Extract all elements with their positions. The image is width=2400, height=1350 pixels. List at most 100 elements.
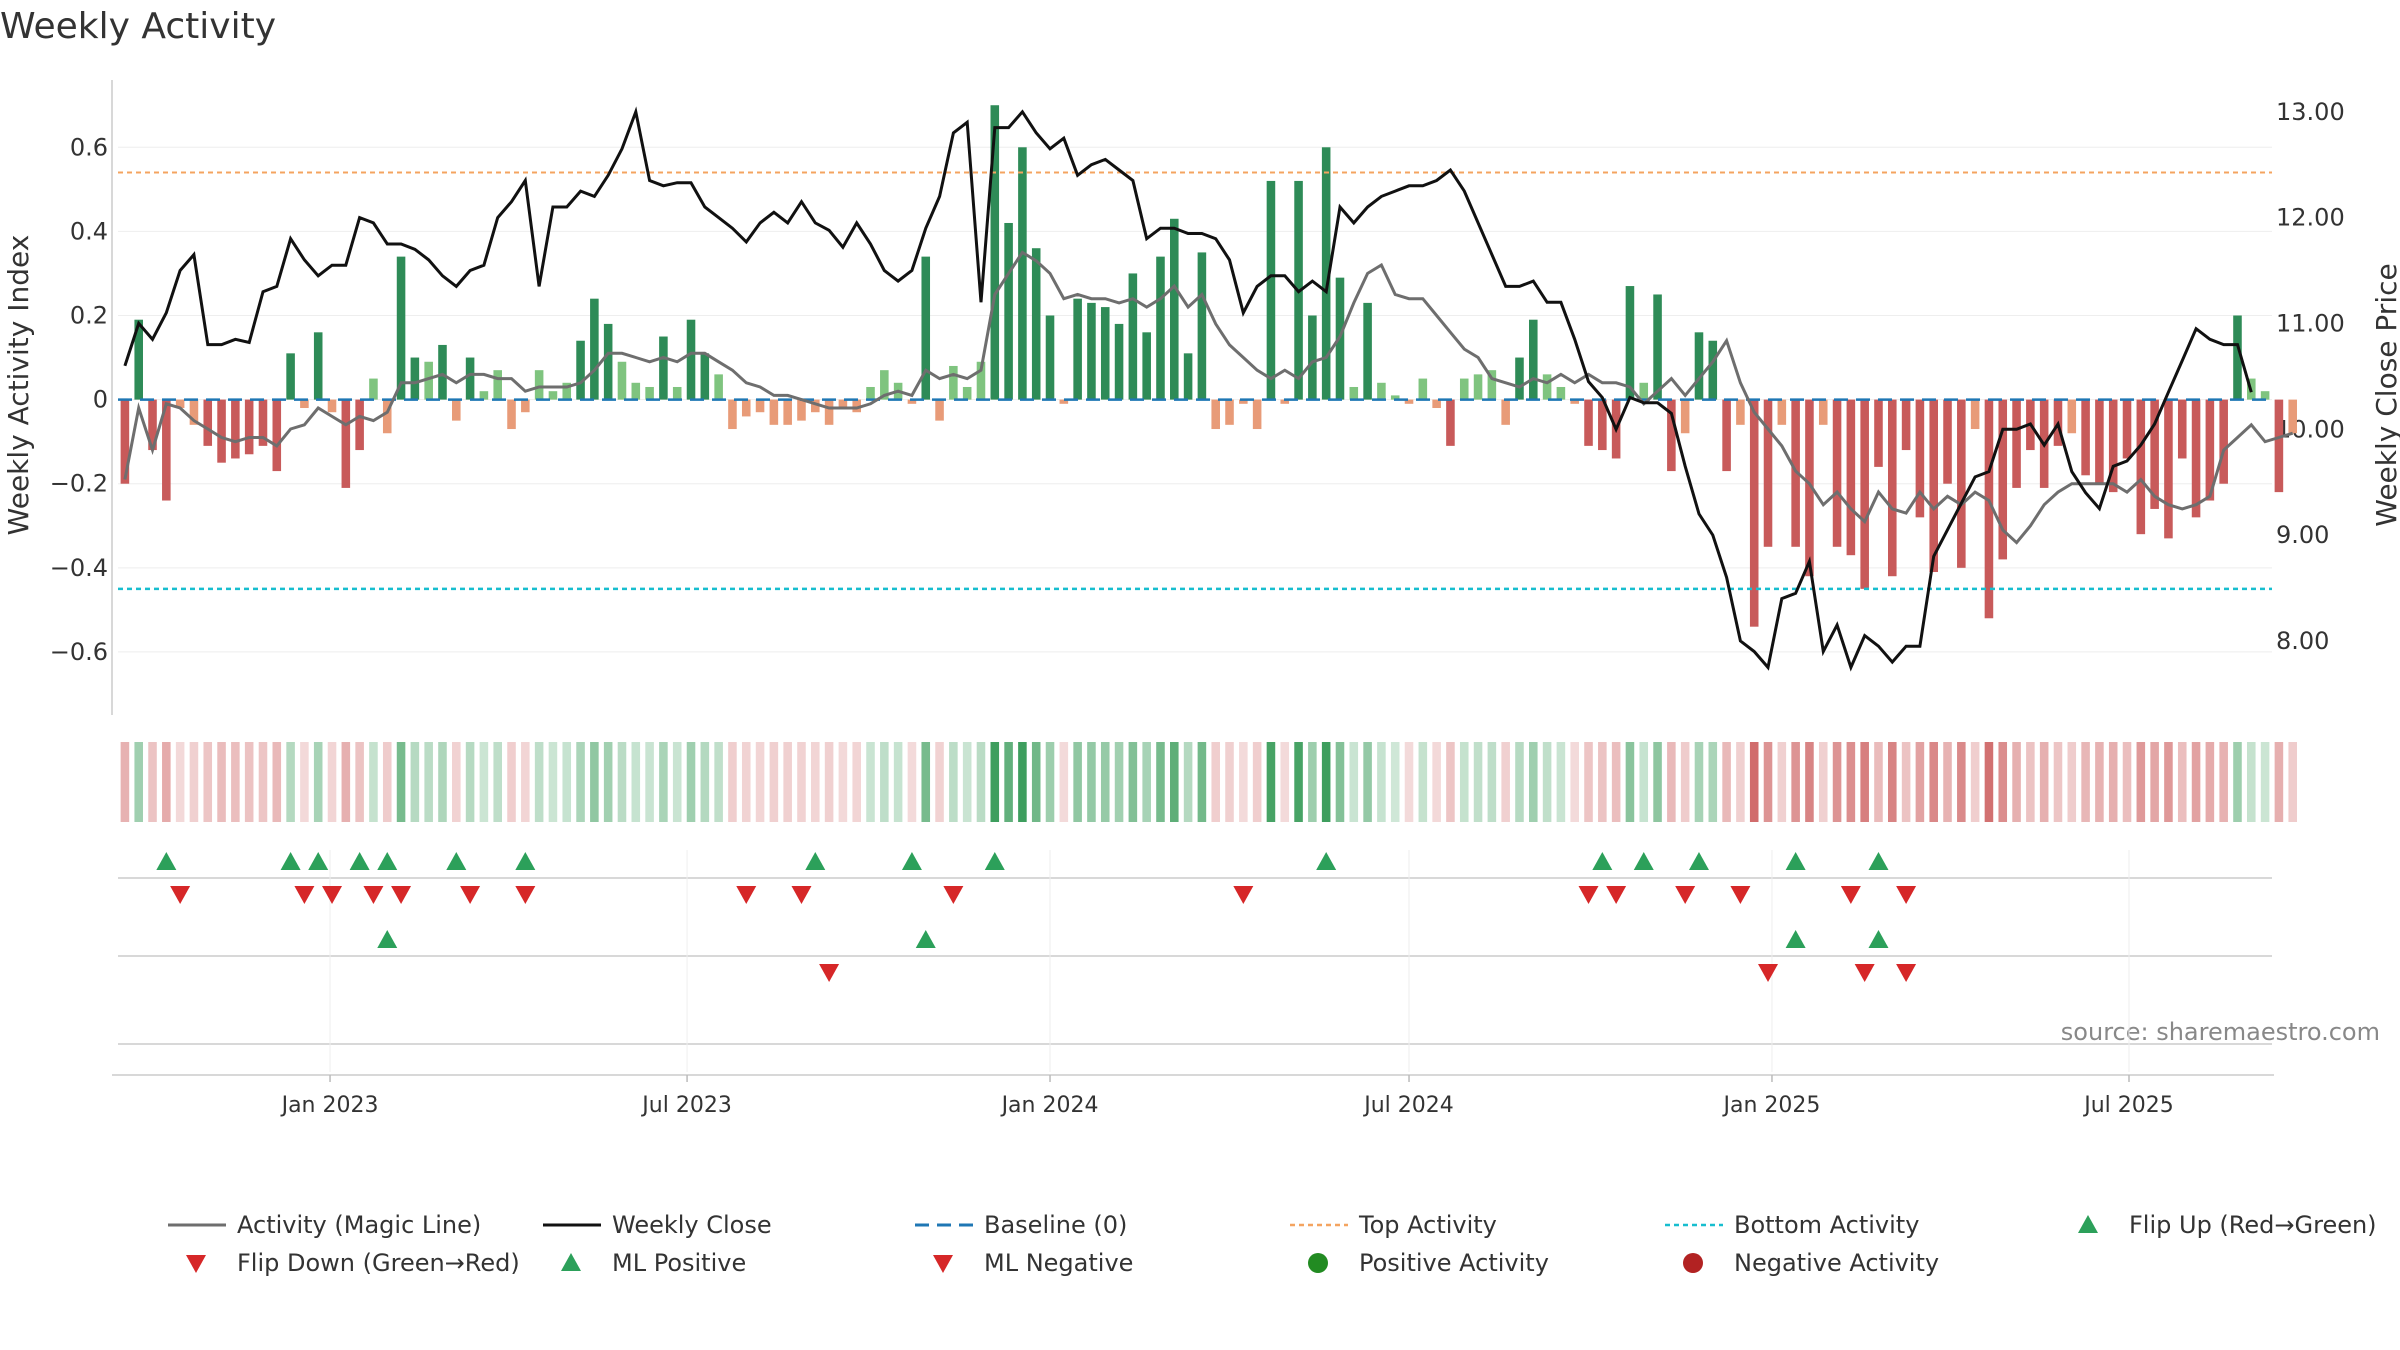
legend-label: Baseline (0) [984, 1211, 1127, 1239]
heat-cell [1736, 742, 1745, 822]
heat-cell [976, 742, 986, 822]
heat-cell [1225, 742, 1234, 822]
heat-cell [452, 742, 461, 822]
activity-bar [1680, 399, 1690, 434]
flip-down-marker [1233, 886, 1254, 904]
heat-cell [1749, 742, 1759, 822]
activity-bar [1100, 307, 1110, 400]
heat-cell [797, 742, 806, 822]
x-tick-label: Jan 2025 [1722, 1093, 1821, 1118]
legend-label: Positive Activity [1359, 1249, 1549, 1277]
activity-bar [1446, 399, 1455, 446]
heat-cell [2150, 742, 2159, 822]
legend-label: Flip Down (Green→Red) [237, 1249, 520, 1277]
flip-up-marker [349, 852, 370, 870]
y2-tick-label: 13.00 [2276, 98, 2345, 126]
heat-cell [1321, 742, 1331, 822]
activity-bar [382, 399, 392, 434]
heat-cell [1722, 742, 1731, 822]
heat-cell [134, 742, 143, 822]
flip-up-marker [280, 852, 301, 870]
legend-swatch [2078, 1215, 2098, 1233]
heat-cell [1128, 742, 1138, 822]
legend-item: Baseline (0) [915, 1211, 1127, 1239]
heat-cell [1984, 742, 1994, 822]
activity-bar [1515, 357, 1524, 400]
activity-bar [1252, 399, 1262, 430]
activity-bar [493, 370, 502, 400]
activity-bar [2095, 399, 2104, 484]
legend-label: Top Activity [1358, 1211, 1497, 1239]
activity-bar [355, 399, 364, 451]
heat-cell [1860, 742, 1869, 822]
heat-cell [1694, 742, 1704, 822]
heat-cell [341, 742, 351, 822]
heat-cell [1142, 742, 1151, 822]
heat-cell [2108, 742, 2118, 822]
heat-cell [1349, 742, 1359, 822]
heat-cell [355, 742, 364, 822]
activity-bar [1860, 399, 1869, 589]
activity-bar [866, 386, 875, 400]
activity-bar [1156, 256, 1165, 400]
heat-cell [1280, 742, 1290, 822]
activity-bar [1321, 147, 1331, 400]
activity-bar [1874, 399, 1883, 467]
heat-cell [175, 742, 185, 822]
heat-cell [603, 742, 613, 822]
heat-cell [162, 742, 171, 822]
heat-cell [1818, 742, 1828, 822]
heat-cell [203, 742, 213, 822]
activity-bar [286, 353, 295, 400]
heat-cell [769, 742, 779, 822]
y-tick-label: −0.6 [50, 638, 108, 666]
heat-cell [1045, 742, 1055, 822]
heat-cell [2260, 742, 2270, 822]
heat-cell [824, 742, 834, 822]
heat-cell [244, 742, 254, 822]
flip-up-marker [377, 852, 398, 870]
activity-bar [603, 323, 613, 400]
legend-swatch [561, 1253, 581, 1271]
source-credit: source: sharemaestro.com [2061, 1018, 2380, 1046]
ml-negative-marker [819, 964, 840, 982]
activity-bar [1128, 273, 1138, 400]
activity-bar [1625, 286, 1635, 400]
heat-cell [949, 742, 958, 822]
legend-label: Weekly Close [612, 1211, 772, 1239]
legend-item: Flip Up (Red→Green) [2078, 1211, 2377, 1239]
flip-down-marker [391, 886, 412, 904]
heat-cell [2219, 742, 2228, 822]
reference-lines [118, 171, 2272, 591]
activity-bar [1459, 378, 1469, 400]
activity-bar [1059, 399, 1069, 404]
activity-bar [672, 386, 682, 400]
activity-bar [1018, 147, 1027, 400]
heat-cell [410, 742, 420, 822]
activity-bar [714, 374, 723, 400]
activity-bar [1736, 399, 1745, 425]
activity-bar [1487, 370, 1497, 400]
activity-bar [797, 399, 806, 421]
flip-down-marker [791, 886, 812, 904]
heat-cell [1377, 742, 1386, 822]
activity-bar [1529, 319, 1538, 400]
y2-tick-label: 9.00 [2276, 521, 2329, 549]
activity-bar [300, 399, 309, 409]
heat-cell [1957, 742, 1966, 822]
heat-cell [921, 742, 931, 822]
activity-bar [1087, 302, 1096, 400]
heat-cell [1170, 742, 1179, 822]
heat-cell [300, 742, 309, 822]
heat-cell [1446, 742, 1455, 822]
flip-up-marker [1592, 852, 1613, 870]
heat-cell [1763, 742, 1773, 822]
legend-swatch [186, 1255, 206, 1273]
y2-tick-label: 8.00 [2276, 627, 2329, 655]
activity-bar [534, 370, 544, 400]
activity-bar [1183, 353, 1193, 400]
heat-cell [2233, 742, 2242, 822]
activity-bar [852, 399, 861, 413]
heat-cell [424, 742, 433, 822]
